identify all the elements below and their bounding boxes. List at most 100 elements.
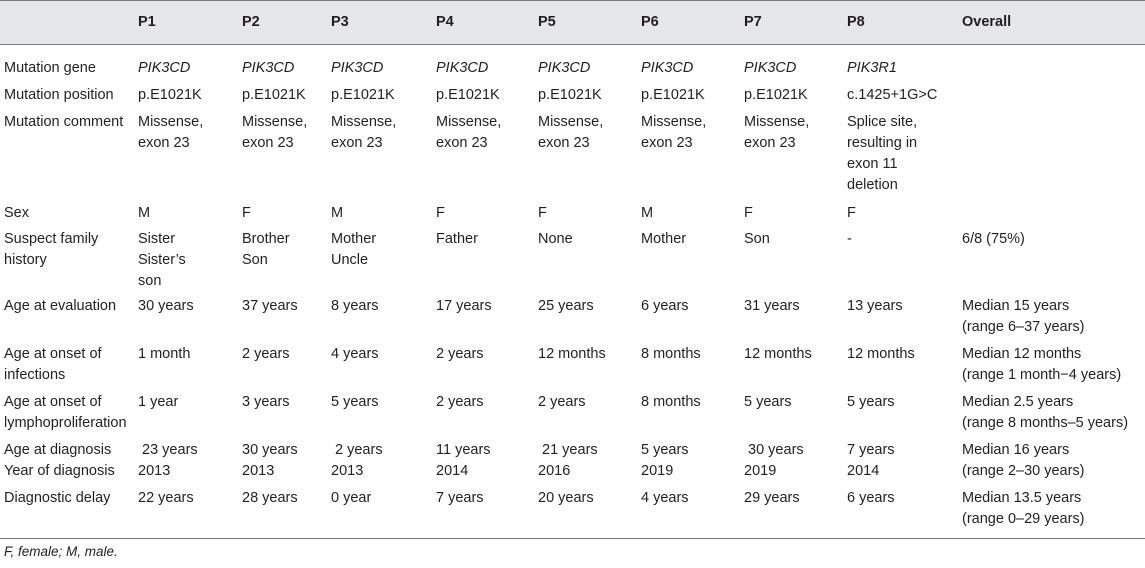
cell-line: PIK3CD [744,60,797,76]
row-label: Age at evaluation [4,296,116,317]
cell-line: resulting in [847,135,918,151]
row-label-line: Age at evaluation [4,298,117,314]
table-cell: 31 years [744,296,800,317]
header-cell: P3 [331,14,349,30]
table-cell: PIK3CD [331,58,383,79]
cell-line: - [847,231,852,247]
row-label-line: history [4,252,47,268]
table-cell: - [847,229,852,250]
table-cell: M [138,203,150,224]
cell-line: (range 6–37 years) [962,319,1085,335]
cell-line: M [641,205,654,221]
row-label-line: Sex [4,205,29,221]
cell-line: Missense, [138,114,204,130]
row-label: Diagnostic delay [4,488,110,509]
row-label: Mutation gene [4,58,96,79]
table-cell: F [744,203,753,224]
row-label: Age at onset of infections [4,344,102,386]
cell-line: 2 years [242,346,290,362]
table-cell: 5 years [847,392,895,413]
cell-line: 30 years [242,442,298,458]
cell-line: 2 years [331,442,383,458]
table-cell: Splice site, resulting in exon 11 deletion [847,112,917,196]
table-cell: 6 years [641,296,689,317]
cell-line: 2 years [538,394,586,410]
table-cell: PIK3CD [744,58,796,79]
table-cell: 30 years 2019 [744,440,804,482]
table-cell: 2 years 2013 [331,440,383,482]
table-cell: Median 13.5 years (range 0–29 years) [962,488,1085,530]
table-cell: F [538,203,547,224]
row-label-line: Mutation position [4,87,114,103]
cell-line: p.E1021K [641,87,705,103]
row-label: Age at diagnosis Year of diagnosis [4,440,115,482]
table-cell: 3 years [242,392,290,413]
table-footnote: F, female; M, male. [4,544,118,559]
cell-line: 3 years [242,394,290,410]
table-cell: Missense, exon 23 [436,112,501,154]
table-cell: 4 years [331,344,379,365]
cell-line: 5 years [847,394,895,410]
cell-line: PIK3CD [436,60,489,76]
table-cell: M [331,203,343,224]
table-cell: 28 years [242,488,298,509]
cell-line: Median 2.5 years [962,394,1074,410]
cell-line: 30 years [744,442,804,458]
cell-line: 12 months [847,346,915,362]
table-cell: F [242,203,251,224]
table-cell: 2 years [436,392,484,413]
table-cell: 8 years [331,296,379,317]
table-cell: Missense, exon 23 [744,112,809,154]
table-cell: 13 years [847,296,903,317]
table-cell: F [847,203,856,224]
cell-line: PIK3R1 [847,60,897,76]
cell-line: Median 16 years [962,442,1070,458]
cell-line: 22 years [138,490,194,506]
cell-line: (range 1 month−4 years) [962,367,1122,383]
table-cell: PIK3CD [538,58,590,79]
cell-line: exon 11 [847,156,898,172]
table-cell: 30 years [138,296,194,317]
table-cell: Missense, exon 23 [641,112,706,154]
cell-line: 2013 [331,463,364,479]
cell-line: (range 8 months–5 years) [962,415,1129,431]
table-cell: 37 years [242,296,298,317]
cell-line: 2019 [744,463,777,479]
cell-line: p.E1021K [538,87,602,103]
cell-line: 5 years [641,442,689,458]
table-cell: Sister Sister’s son [138,229,186,292]
header-cell: Overall [962,14,1012,30]
cell-line: exon 23 [436,135,488,151]
cell-line: 5 years [744,394,792,410]
cell-line: p.E1021K [242,87,306,103]
table-cell: PIK3R1 [847,58,897,79]
cell-line: 4 years [331,346,379,362]
cell-line: 2013 [138,463,171,479]
cell-line: F [744,205,753,221]
cell-line: F [847,205,856,221]
cell-line: Missense, [641,114,707,130]
cell-line: exon 23 [242,135,294,151]
row-label-line: Mutation comment [4,114,124,130]
cell-line: Son [744,231,770,247]
row-label: Mutation position [4,85,114,106]
row-label-line: Age at onset of [4,346,102,362]
cell-line: 2 years [436,346,484,362]
cell-line: Son [242,252,268,268]
table-cell: Son [744,229,770,250]
table-cell: Median 15 years (range 6–37 years) [962,296,1085,338]
cell-line: 37 years [242,298,298,314]
table-cell: 5 years [331,392,379,413]
table-cell: 7 years [436,488,484,509]
top-rule [0,0,1145,1]
header-cell: P1 [138,14,156,30]
cell-line: 7 years [436,490,484,506]
cell-line: 23 years [138,442,198,458]
row-label: Age at onset of lymphoproliferation [4,392,127,434]
table-cell: 2 years [436,344,484,365]
header-cell: P6 [641,14,659,30]
cell-line: 8 months [641,394,701,410]
cell-line: Median 13.5 years [962,490,1082,506]
table-cell: 17 years [436,296,492,317]
table-cell: 20 years [538,488,594,509]
